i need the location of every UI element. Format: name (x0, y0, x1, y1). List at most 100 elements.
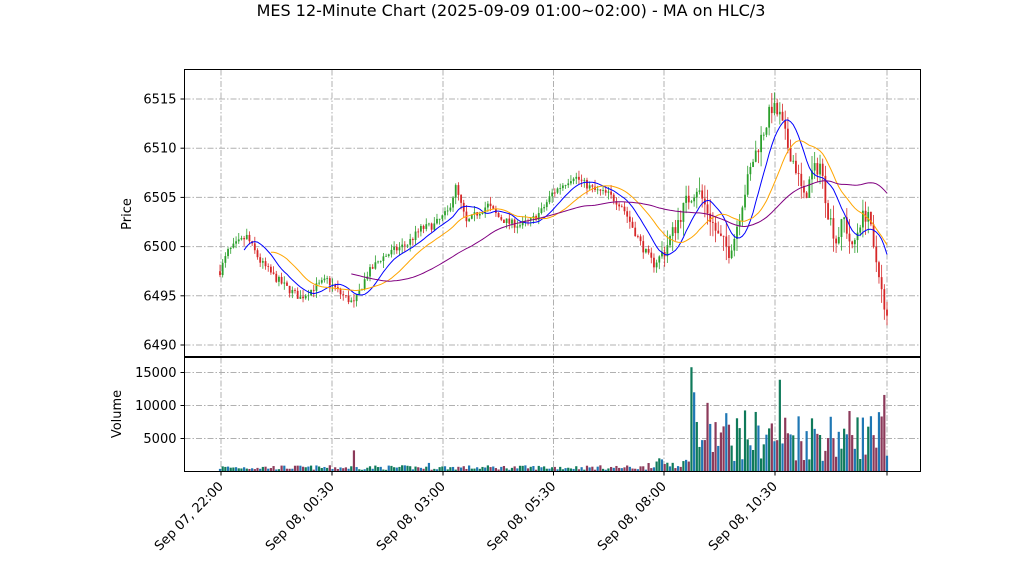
volume-bar (698, 446, 701, 472)
candle-body (620, 206, 623, 208)
candle-body (385, 255, 387, 257)
volume-bar (318, 466, 321, 472)
candle-body (832, 218, 835, 239)
volume-bar (481, 466, 484, 472)
volume-bar (484, 467, 487, 472)
volume-bar (446, 469, 449, 472)
candle-body (728, 246, 730, 258)
volume-bar (636, 469, 639, 472)
volume-bar (478, 468, 481, 472)
volume-bar (320, 467, 323, 472)
volume-bar (312, 469, 315, 472)
volume-bar (556, 469, 559, 472)
candle-body (760, 134, 763, 153)
candle-body (401, 244, 404, 248)
volume-bar (243, 467, 246, 472)
volume-bar (601, 468, 605, 472)
volume-bar (382, 469, 385, 472)
candle-body (776, 102, 779, 115)
volume-bar (229, 467, 232, 472)
candle-body (379, 261, 382, 262)
volume-bar (358, 469, 361, 472)
volume-bar (717, 445, 720, 472)
volume-bar (414, 466, 417, 472)
candle-body (390, 249, 393, 255)
volume-bar (714, 422, 717, 472)
candle-body (604, 190, 607, 193)
volume-bar (553, 466, 556, 472)
candle-body (457, 185, 460, 195)
candle-body (411, 239, 414, 241)
volume-bar (848, 411, 851, 472)
volume-bar (237, 468, 240, 472)
volume-bar (650, 468, 653, 472)
candle-body (344, 295, 347, 297)
candle-body (586, 179, 588, 189)
candle-body (762, 134, 765, 136)
candle-body (377, 261, 379, 263)
volume-bar (459, 467, 463, 472)
volume-bar (476, 467, 479, 472)
candle-body (323, 278, 326, 281)
candle-body (500, 217, 503, 220)
volume-bar (328, 465, 331, 472)
candle-body (371, 267, 374, 269)
volume-bar (336, 468, 339, 472)
candle-body (591, 185, 594, 187)
candle-body (816, 163, 819, 175)
volume-bar (240, 468, 243, 472)
volume-bar (561, 469, 564, 472)
volume-bar (722, 426, 725, 472)
candle-body (883, 289, 886, 310)
candle-body (674, 227, 677, 234)
volume-bar (489, 467, 492, 472)
volume-bar (285, 468, 289, 472)
volume-gridlines (184, 357, 921, 472)
volume-bar (733, 460, 736, 472)
candle-body (261, 261, 264, 263)
volume-bar (604, 469, 607, 472)
candle-body (508, 218, 511, 224)
volume-bar (859, 459, 862, 472)
volume-bar (639, 466, 642, 472)
volume-bar (406, 465, 409, 472)
candle-body (492, 206, 495, 209)
candle-body (570, 181, 572, 184)
candle-body (835, 238, 838, 244)
volume-bar (411, 469, 414, 472)
candle-body (497, 212, 500, 218)
candle-body (658, 256, 661, 263)
volume-bar (575, 466, 578, 472)
candle-body (698, 190, 701, 192)
x-tick-label: Sep 08, 00:30 (263, 479, 338, 554)
volume-bar (497, 469, 500, 472)
candle-body (414, 231, 417, 241)
volume-bar (569, 468, 573, 472)
volume-bar (851, 435, 854, 472)
candle-body (610, 191, 612, 195)
candle-body (645, 248, 647, 253)
candle-body (578, 176, 580, 180)
volume-bar (393, 467, 396, 472)
volume-bar (644, 469, 648, 472)
volume-bar (837, 431, 840, 472)
candle-body (425, 224, 428, 229)
candle-body (374, 262, 377, 269)
volume-bar (449, 467, 452, 472)
candle-body (454, 185, 457, 198)
volume-bar (248, 468, 251, 472)
volume-bar (690, 367, 693, 472)
candle-body (256, 250, 259, 258)
candle-body (299, 296, 302, 299)
candle-body (296, 290, 299, 299)
candle-body (709, 213, 712, 222)
candle-body (529, 218, 532, 221)
candle-body (607, 191, 610, 193)
candle-body (245, 234, 248, 240)
candle-body (714, 222, 717, 231)
volume-bar (792, 435, 795, 472)
candle-body (685, 195, 687, 203)
volume-bar (342, 468, 345, 472)
volume-bar (634, 468, 637, 472)
candle-body (253, 243, 256, 251)
